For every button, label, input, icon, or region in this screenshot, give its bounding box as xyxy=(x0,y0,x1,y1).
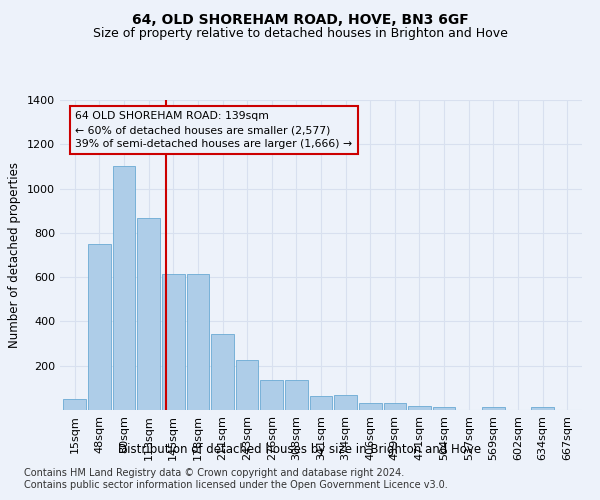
Bar xyxy=(482,406,505,410)
Text: 64 OLD SHOREHAM ROAD: 139sqm
← 60% of detached houses are smaller (2,577)
39% of: 64 OLD SHOREHAM ROAD: 139sqm ← 60% of de… xyxy=(75,111,352,149)
Bar xyxy=(187,274,209,410)
Bar xyxy=(359,404,382,410)
Bar xyxy=(383,404,406,410)
Bar xyxy=(64,399,86,410)
Y-axis label: Number of detached properties: Number of detached properties xyxy=(8,162,22,348)
Bar xyxy=(433,406,455,410)
Text: 64, OLD SHOREHAM ROAD, HOVE, BN3 6GF: 64, OLD SHOREHAM ROAD, HOVE, BN3 6GF xyxy=(131,12,469,26)
Bar xyxy=(334,394,357,410)
Bar xyxy=(162,274,185,410)
Bar xyxy=(310,396,332,410)
Bar xyxy=(408,406,431,410)
Text: Contains public sector information licensed under the Open Government Licence v3: Contains public sector information licen… xyxy=(24,480,448,490)
Bar xyxy=(211,334,234,410)
Bar xyxy=(285,380,308,410)
Bar xyxy=(113,166,136,410)
Text: Distribution of detached houses by size in Brighton and Hove: Distribution of detached houses by size … xyxy=(118,442,482,456)
Bar xyxy=(137,218,160,410)
Text: Contains HM Land Registry data © Crown copyright and database right 2024.: Contains HM Land Registry data © Crown c… xyxy=(24,468,404,477)
Bar xyxy=(260,380,283,410)
Text: Size of property relative to detached houses in Brighton and Hove: Size of property relative to detached ho… xyxy=(92,28,508,40)
Bar xyxy=(236,360,259,410)
Bar xyxy=(88,244,111,410)
Bar xyxy=(531,406,554,410)
